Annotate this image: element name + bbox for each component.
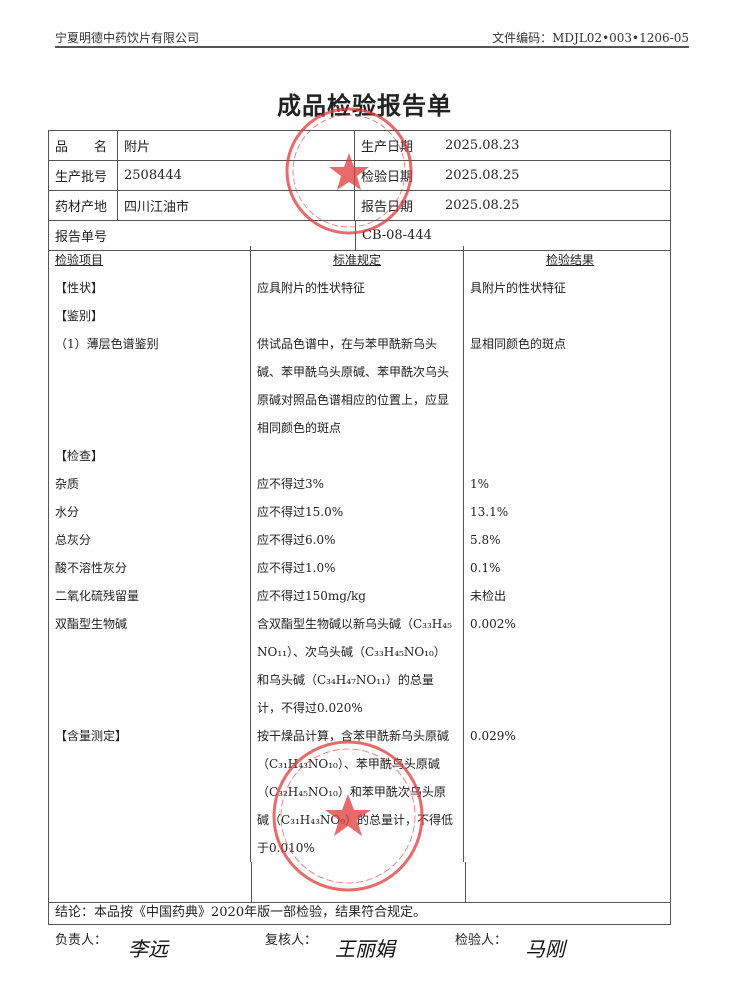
result: 1%	[470, 477, 490, 491]
company-name: 宁夏明德中药饮片有限公司	[55, 31, 200, 45]
info-row: 品 名 附片 生产日期 2025.08.23	[49, 131, 670, 161]
standard: 应具附片的性状特征	[251, 274, 464, 302]
test-item: 【鉴别】	[49, 302, 251, 330]
result: 13.1%	[470, 505, 509, 519]
info-row: 生产批号 2508444 检验日期 2025.08.25	[49, 161, 670, 191]
reviewer-signature: 王丽娟	[335, 937, 395, 961]
standard	[251, 442, 464, 470]
table-row: 【检查】	[49, 442, 670, 470]
standard: 按干燥品计算，含苯甲酰新乌头原碱（C₃₁H₄₃NO₁₀）、苯甲酰乌头原碱（C₃₂…	[251, 722, 464, 862]
batch-number: 2508444	[118, 161, 355, 190]
column-headers: 检验项目 标准规定 检验结果	[49, 246, 670, 274]
filler	[49, 862, 670, 902]
table-row: 杂质 应不得过3% 1%	[49, 470, 670, 498]
table-row: 双酯型生物碱 含双酯型生物碱以新乌头碱（C₃₃H₄₅NO₁₁）、次乌头碱（C₃₃…	[49, 610, 670, 722]
page-title: 成品检验报告单	[277, 92, 452, 120]
test-item: 总灰分	[49, 526, 251, 554]
label: 生产日期	[361, 140, 414, 155]
test-item: 水分	[49, 498, 251, 526]
inspector-label: 检验人：	[455, 933, 508, 948]
result: 0.002%	[470, 617, 516, 631]
result	[464, 442, 670, 470]
label: 检验日期	[361, 170, 414, 185]
result: 显相同颜色的斑点	[470, 337, 567, 351]
standard: 应不得过150mg/kg	[251, 582, 464, 610]
report-date: 2025.08.25	[445, 198, 520, 213]
responsible-label: 负责人：	[55, 933, 108, 948]
test-item: 酸不溶性灰分	[49, 554, 251, 582]
table-row: 总灰分 应不得过6.0% 5.8%	[49, 526, 670, 554]
table-row: 酸不溶性灰分 应不得过1.0% 0.1%	[49, 554, 670, 582]
test-item: 【含量测定】	[49, 722, 251, 862]
result	[464, 302, 670, 330]
test-item: 杂质	[49, 470, 251, 498]
results-section: 检验项目 标准规定 检验结果 【性状】 应具附片的性状特征 具附片的性状特征 【鉴…	[48, 246, 671, 973]
product-name: 附片	[118, 131, 355, 160]
responsible-signature: 李远	[128, 937, 168, 961]
test-date: 2025.08.25	[445, 168, 520, 183]
label: 药材产地	[49, 191, 118, 220]
reviewer-label: 复核人：	[265, 933, 318, 948]
page-header: 宁夏明德中药饮片有限公司 文件编码：MDJL02•003•1206-05	[55, 29, 689, 48]
column-header: 检验项目	[55, 253, 104, 267]
results-table: 检验项目 标准规定 检验结果 【性状】 应具附片的性状特征 具附片的性状特征 【鉴…	[48, 246, 671, 903]
standard: 应不得过1.0%	[251, 554, 464, 582]
table-row: 【含量测定】 按干燥品计算，含苯甲酰新乌头原碱（C₃₁H₄₃NO₁₀）、苯甲酰乌…	[49, 722, 670, 862]
inspector-signature: 马刚	[525, 937, 565, 961]
standard: 应不得过3%	[251, 470, 464, 498]
column-header: 检验结果	[545, 253, 594, 267]
info-row: 报告单号 CB-08-444	[49, 221, 670, 251]
test-item: 【性状】	[49, 274, 251, 302]
production-date: 2025.08.23	[445, 138, 520, 153]
document-code: 文件编码：MDJL02•003•1206-05	[492, 31, 689, 45]
standard	[251, 302, 464, 330]
standard: 含双酯型生物碱以新乌头碱（C₃₃H₄₅NO₁₁）、次乌头碱（C₃₃H₄₅NO₁₀…	[251, 610, 464, 722]
test-item: （1）薄层色谱鉴别	[49, 330, 251, 442]
label: 生产批号	[49, 161, 118, 190]
result: 0.1%	[470, 561, 501, 575]
info-row: 药材产地 四川江油市 报告日期 2025.08.25	[49, 191, 670, 221]
table-row: （1）薄层色谱鉴别 供试品色谱中，在与苯甲酰新乌头碱、苯甲酰乌头原碱、苯甲酰次乌…	[49, 330, 670, 442]
result: 未检出	[470, 589, 507, 603]
table-row: 【鉴别】	[49, 302, 670, 330]
conclusion: 结论：本品按《中国药典》2020年版一部检验，结果符合规定。	[48, 903, 671, 925]
label: 报告日期	[361, 200, 414, 215]
table-row: 【性状】 应具附片的性状特征 具附片的性状特征	[49, 274, 670, 302]
standard: 供试品色谱中，在与苯甲酰新乌头碱、苯甲酰乌头原碱、苯甲酰次乌头原碱对照品色谱相应…	[251, 330, 464, 442]
result: 5.8%	[470, 533, 501, 547]
column-header: 标准规定	[332, 253, 381, 267]
test-item: 二氧化硫残留量	[49, 582, 251, 610]
standard: 应不得过15.0%	[251, 498, 464, 526]
test-item: 【检查】	[49, 442, 251, 470]
result: 具附片的性状特征	[470, 281, 567, 295]
origin: 四川江油市	[118, 191, 355, 220]
table-row: 二氧化硫残留量 应不得过150mg/kg 未检出	[49, 582, 670, 610]
table-row: 水分 应不得过15.0% 13.1%	[49, 498, 670, 526]
standard: 应不得过6.0%	[251, 526, 464, 554]
info-table: 品 名 附片 生产日期 2025.08.23 生产批号 2508444 检验日期…	[48, 130, 671, 251]
signature-row: 负责人： 李远 复核人： 王丽娟 检验人： 马刚	[48, 929, 671, 973]
label: 品 名	[49, 131, 118, 160]
label: 报告单号	[55, 230, 108, 245]
result: 0.029%	[470, 729, 516, 743]
test-item: 双酯型生物碱	[49, 610, 251, 722]
